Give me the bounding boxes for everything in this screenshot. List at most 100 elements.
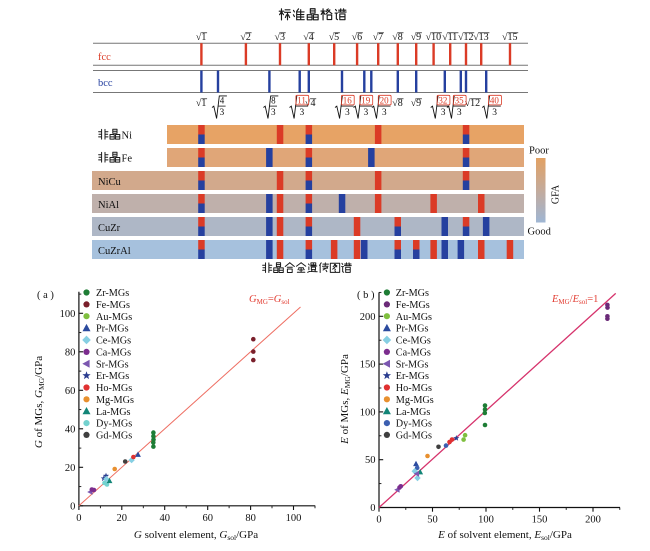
svg-text:3: 3 — [441, 108, 446, 118]
svg-text:fcc: fcc — [98, 52, 111, 63]
svg-text:Au-MGs: Au-MGs — [396, 312, 432, 323]
svg-text:Ca-MGs: Ca-MGs — [396, 348, 431, 359]
svg-text:200: 200 — [360, 312, 376, 323]
svg-text:50: 50 — [427, 515, 438, 526]
svg-text:100: 100 — [60, 309, 76, 320]
svg-text:Dy-MGs: Dy-MGs — [96, 419, 132, 430]
svg-text:bcc: bcc — [98, 78, 113, 89]
svg-text:Er-MGs: Er-MGs — [96, 371, 129, 382]
svg-text:Zr-MGs: Zr-MGs — [96, 288, 129, 299]
svg-text:√13: √13 — [473, 32, 489, 43]
svg-text:16: 16 — [343, 96, 353, 106]
svg-text:100: 100 — [360, 407, 376, 418]
svg-text:35: 35 — [455, 96, 465, 106]
svg-text:√12: √12 — [458, 32, 474, 43]
svg-text:200: 200 — [585, 515, 601, 526]
svg-text:Mg-MGs: Mg-MGs — [96, 395, 134, 406]
svg-text:19: 19 — [361, 96, 371, 106]
svg-text:Ce-MGs: Ce-MGs — [96, 336, 131, 347]
svg-text:GMG=Gsol: GMG=Gsol — [249, 294, 290, 306]
svg-text:Er-MGs: Er-MGs — [396, 371, 429, 382]
svg-text:20: 20 — [117, 513, 128, 524]
svg-text:( a ): ( a ) — [37, 290, 54, 301]
svg-text:3: 3 — [492, 108, 497, 118]
svg-text:√7: √7 — [373, 32, 384, 43]
svg-text:Au-MGs: Au-MGs — [96, 312, 132, 323]
svg-text:80: 80 — [245, 513, 256, 524]
svg-text:√1: √1 — [196, 98, 207, 109]
svg-text:√6: √6 — [352, 32, 363, 43]
svg-text:Ho-MGs: Ho-MGs — [396, 383, 432, 394]
svg-text:Ce-MGs: Ce-MGs — [396, 336, 431, 347]
svg-text:0: 0 — [70, 501, 75, 512]
svg-text:80: 80 — [65, 347, 76, 358]
svg-text:G of MGs, GMG/GPa: G of MGs, GMG/GPa — [33, 356, 46, 448]
svg-text:CuZr: CuZr — [98, 223, 121, 234]
svg-text:√4: √4 — [303, 32, 314, 43]
svg-text:E of MGs, EMG/GPa: E of MGs, EMG/GPa — [339, 354, 352, 445]
svg-text:60: 60 — [202, 513, 213, 524]
svg-text:Zr-MGs: Zr-MGs — [396, 288, 429, 299]
svg-text:40: 40 — [159, 513, 170, 524]
svg-text:8: 8 — [271, 96, 276, 106]
svg-text:32: 32 — [438, 96, 447, 106]
svg-text:3: 3 — [457, 108, 462, 118]
svg-text:Poor: Poor — [529, 146, 549, 157]
svg-text:√5: √5 — [329, 32, 340, 43]
svg-text:Sr-MGs: Sr-MGs — [396, 359, 429, 370]
svg-text:0: 0 — [370, 503, 375, 514]
svg-text:Fe-MGs: Fe-MGs — [96, 300, 130, 311]
svg-text:100: 100 — [286, 513, 302, 524]
svg-text:3: 3 — [220, 108, 225, 118]
svg-text:Pr-MGs: Pr-MGs — [396, 324, 429, 335]
svg-text:CuZrAl: CuZrAl — [98, 246, 131, 257]
svg-text:√15: √15 — [502, 32, 518, 43]
svg-text:0: 0 — [76, 513, 81, 524]
svg-text:40: 40 — [65, 424, 76, 435]
svg-text:50: 50 — [365, 455, 376, 466]
svg-text:3: 3 — [345, 108, 350, 118]
svg-text:NiCu: NiCu — [98, 177, 122, 188]
svg-text:( b ): ( b ) — [357, 290, 375, 301]
svg-text:√9: √9 — [411, 98, 422, 109]
svg-text:40: 40 — [490, 96, 500, 106]
svg-text:Sr-MGs: Sr-MGs — [96, 359, 129, 370]
svg-text:Ho-MGs: Ho-MGs — [96, 383, 132, 394]
svg-text:G solvent element, Gsol/GPa: G solvent element, Gsol/GPa — [134, 529, 258, 542]
svg-text:Good: Good — [528, 227, 552, 238]
svg-text:60: 60 — [65, 386, 76, 397]
svg-text:La-MGs: La-MGs — [396, 407, 431, 418]
svg-text:Pr-MGs: Pr-MGs — [96, 324, 129, 335]
svg-text:100: 100 — [478, 515, 494, 526]
svg-text:Ca-MGs: Ca-MGs — [96, 348, 131, 359]
svg-text:GFA: GFA — [550, 184, 561, 204]
svg-text:√12: √12 — [465, 98, 481, 109]
svg-text:√3: √3 — [275, 32, 286, 43]
svg-text:√11: √11 — [442, 32, 457, 43]
svg-text:√8: √8 — [392, 32, 403, 43]
svg-text:3: 3 — [382, 108, 387, 118]
svg-text:150: 150 — [360, 360, 376, 371]
svg-text:√9: √9 — [411, 32, 422, 43]
svg-text:4: 4 — [220, 96, 225, 106]
svg-text:√10: √10 — [426, 32, 442, 43]
svg-text:√2: √2 — [240, 32, 251, 43]
svg-text:Dy-MGs: Dy-MGs — [396, 419, 432, 430]
svg-text:0: 0 — [376, 515, 381, 526]
svg-text:La-MGs: La-MGs — [96, 407, 131, 418]
svg-text:√4: √4 — [305, 98, 316, 109]
svg-text:Gd-MGs: Gd-MGs — [396, 431, 432, 442]
svg-text:√8: √8 — [392, 98, 403, 109]
svg-text:NiAl: NiAl — [98, 200, 119, 211]
svg-text:EMG/Esol=1: EMG/Esol=1 — [551, 294, 598, 306]
svg-text:Fe: Fe — [122, 154, 133, 165]
svg-text:Fe-MGs: Fe-MGs — [396, 300, 430, 311]
svg-text:150: 150 — [532, 515, 548, 526]
svg-text:Gd-MGs: Gd-MGs — [96, 431, 132, 442]
svg-text:3: 3 — [364, 108, 369, 118]
svg-text:3: 3 — [271, 108, 276, 118]
svg-text:√1: √1 — [196, 32, 207, 43]
svg-text:Ni: Ni — [122, 131, 133, 142]
svg-text:20: 20 — [380, 96, 390, 106]
svg-text:E of solvent element, Esol/GPa: E of solvent element, Esol/GPa — [437, 529, 572, 542]
